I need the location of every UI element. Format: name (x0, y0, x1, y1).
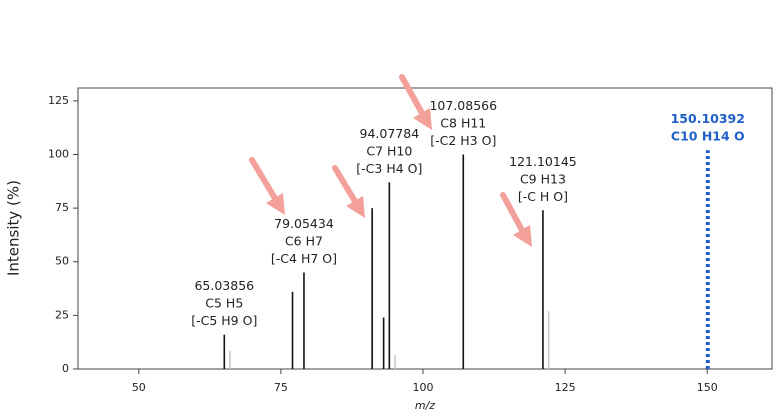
y-tick-label: 25 (55, 308, 69, 321)
arrow-head (513, 225, 532, 247)
peak-annotation: [-C2 H3 O] (430, 133, 496, 148)
peak-mz-label: 121.10145 (509, 154, 577, 169)
y-tick-label: 100 (48, 147, 69, 160)
x-tick-label: 125 (555, 381, 576, 394)
peak-mz-label: 150.10392 (671, 111, 745, 126)
peak-annotation: [-C3 H4 O] (356, 161, 422, 176)
peak-annotation: C6 H7 (285, 233, 323, 248)
y-tick-label: 50 (55, 255, 69, 268)
peak-annotation: C5 H5 (205, 296, 243, 311)
peak-annotation: C9 H13 (520, 171, 566, 186)
x-tick-label: 100 (413, 381, 434, 394)
arrow-head (413, 108, 432, 130)
peak-mz-label: 94.07784 (360, 126, 420, 141)
x-tick-label: 75 (274, 381, 288, 394)
peak-annotation: [-C5 H9 O] (191, 313, 257, 328)
y-tick-label: 0 (62, 362, 69, 375)
arrow-head (346, 196, 365, 218)
plot-frame (77, 87, 773, 370)
peak-mz-label: 79.05434 (274, 216, 334, 231)
y-tick-label: 75 (55, 201, 69, 214)
y-axis-title: Intensity (%) (5, 180, 23, 276)
arrow-head (266, 193, 285, 215)
arrows (249, 74, 532, 247)
peak-mz-label: 65.03856 (194, 278, 254, 293)
arrow (500, 192, 526, 235)
arrow (399, 74, 426, 118)
y-tick-label: 125 (48, 94, 69, 107)
peak-annotation: [-C H O] (518, 189, 568, 204)
peak-annotation: C7 H10 (366, 143, 412, 158)
peak-annotation: C10 H14 O (671, 129, 745, 144)
x-tick-label: 150 (697, 381, 718, 394)
x-axis-title: m/z (415, 399, 435, 412)
peak-annotation: [-C4 H7 O] (271, 251, 337, 266)
peak-mz-label: 107.08566 (429, 98, 497, 113)
arrow (332, 165, 359, 206)
arrow (249, 157, 279, 203)
peak-annotation: C8 H11 (440, 115, 486, 130)
x-tick-label: 50 (132, 381, 146, 394)
